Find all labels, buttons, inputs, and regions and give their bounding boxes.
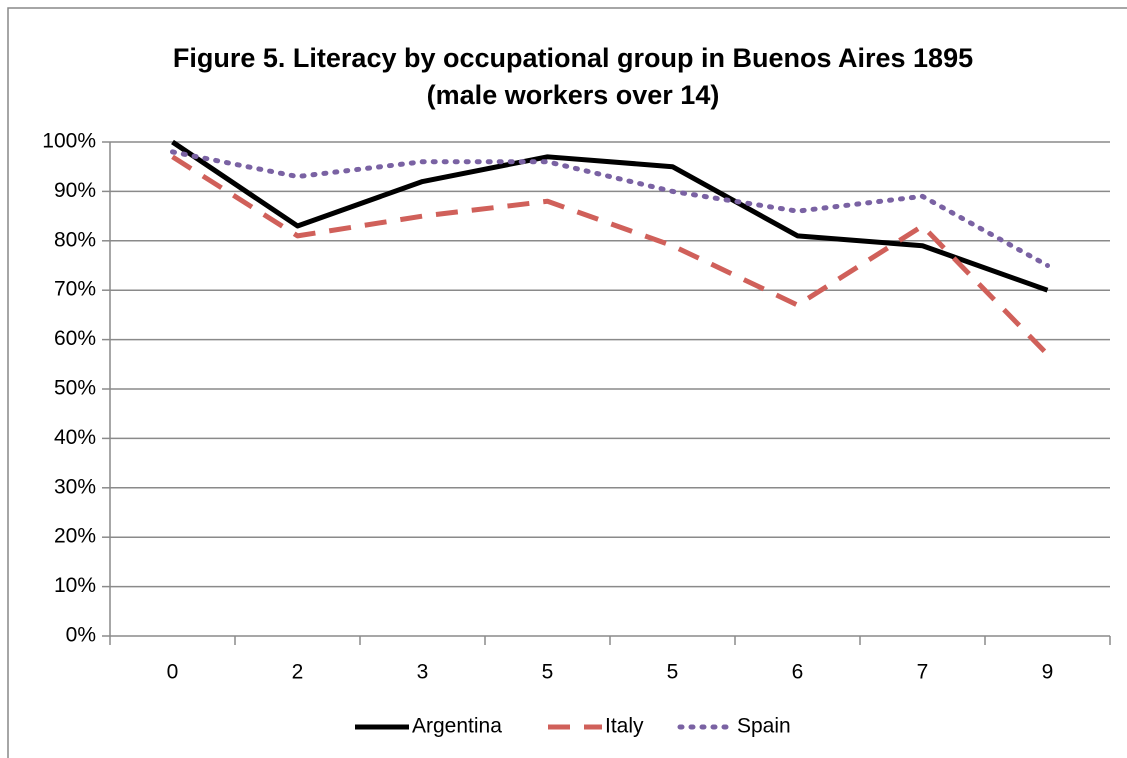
y-tick-label: 20% xyxy=(54,525,96,548)
x-tick-label: 3 xyxy=(417,661,429,684)
chart-frame xyxy=(7,7,1127,758)
y-tick-label: 10% xyxy=(54,574,96,597)
x-tick-label: 5 xyxy=(542,661,554,684)
y-tick-label: 80% xyxy=(54,228,96,251)
x-tick-label: 2 xyxy=(292,661,304,684)
y-tick-label: 0% xyxy=(66,624,96,647)
line-series xyxy=(171,154,1050,357)
chart-title: Figure 5. Literacy by occupational group… xyxy=(173,43,973,73)
y-tick-label: 40% xyxy=(54,426,96,449)
x-tick-label: 0 xyxy=(167,661,179,684)
legend-label: Argentina xyxy=(412,715,502,738)
y-tick-label: 60% xyxy=(54,327,96,350)
line-series xyxy=(170,149,1050,268)
legend-label: Italy xyxy=(605,715,644,738)
legend-label: Spain xyxy=(737,715,791,738)
y-tick-label: 30% xyxy=(54,475,96,498)
x-tick-label: 9 xyxy=(1042,661,1054,684)
y-tick-label: 100% xyxy=(42,130,96,153)
y-tick-label: 50% xyxy=(54,377,96,400)
y-tick-label: 70% xyxy=(54,278,96,301)
x-tick-label: 7 xyxy=(917,661,929,684)
x-tick-label: 5 xyxy=(667,661,679,684)
chart-title: (male workers over 14) xyxy=(427,80,720,110)
y-tick-label: 90% xyxy=(54,179,96,202)
line-series xyxy=(171,139,1049,293)
x-tick-label: 6 xyxy=(792,661,804,684)
